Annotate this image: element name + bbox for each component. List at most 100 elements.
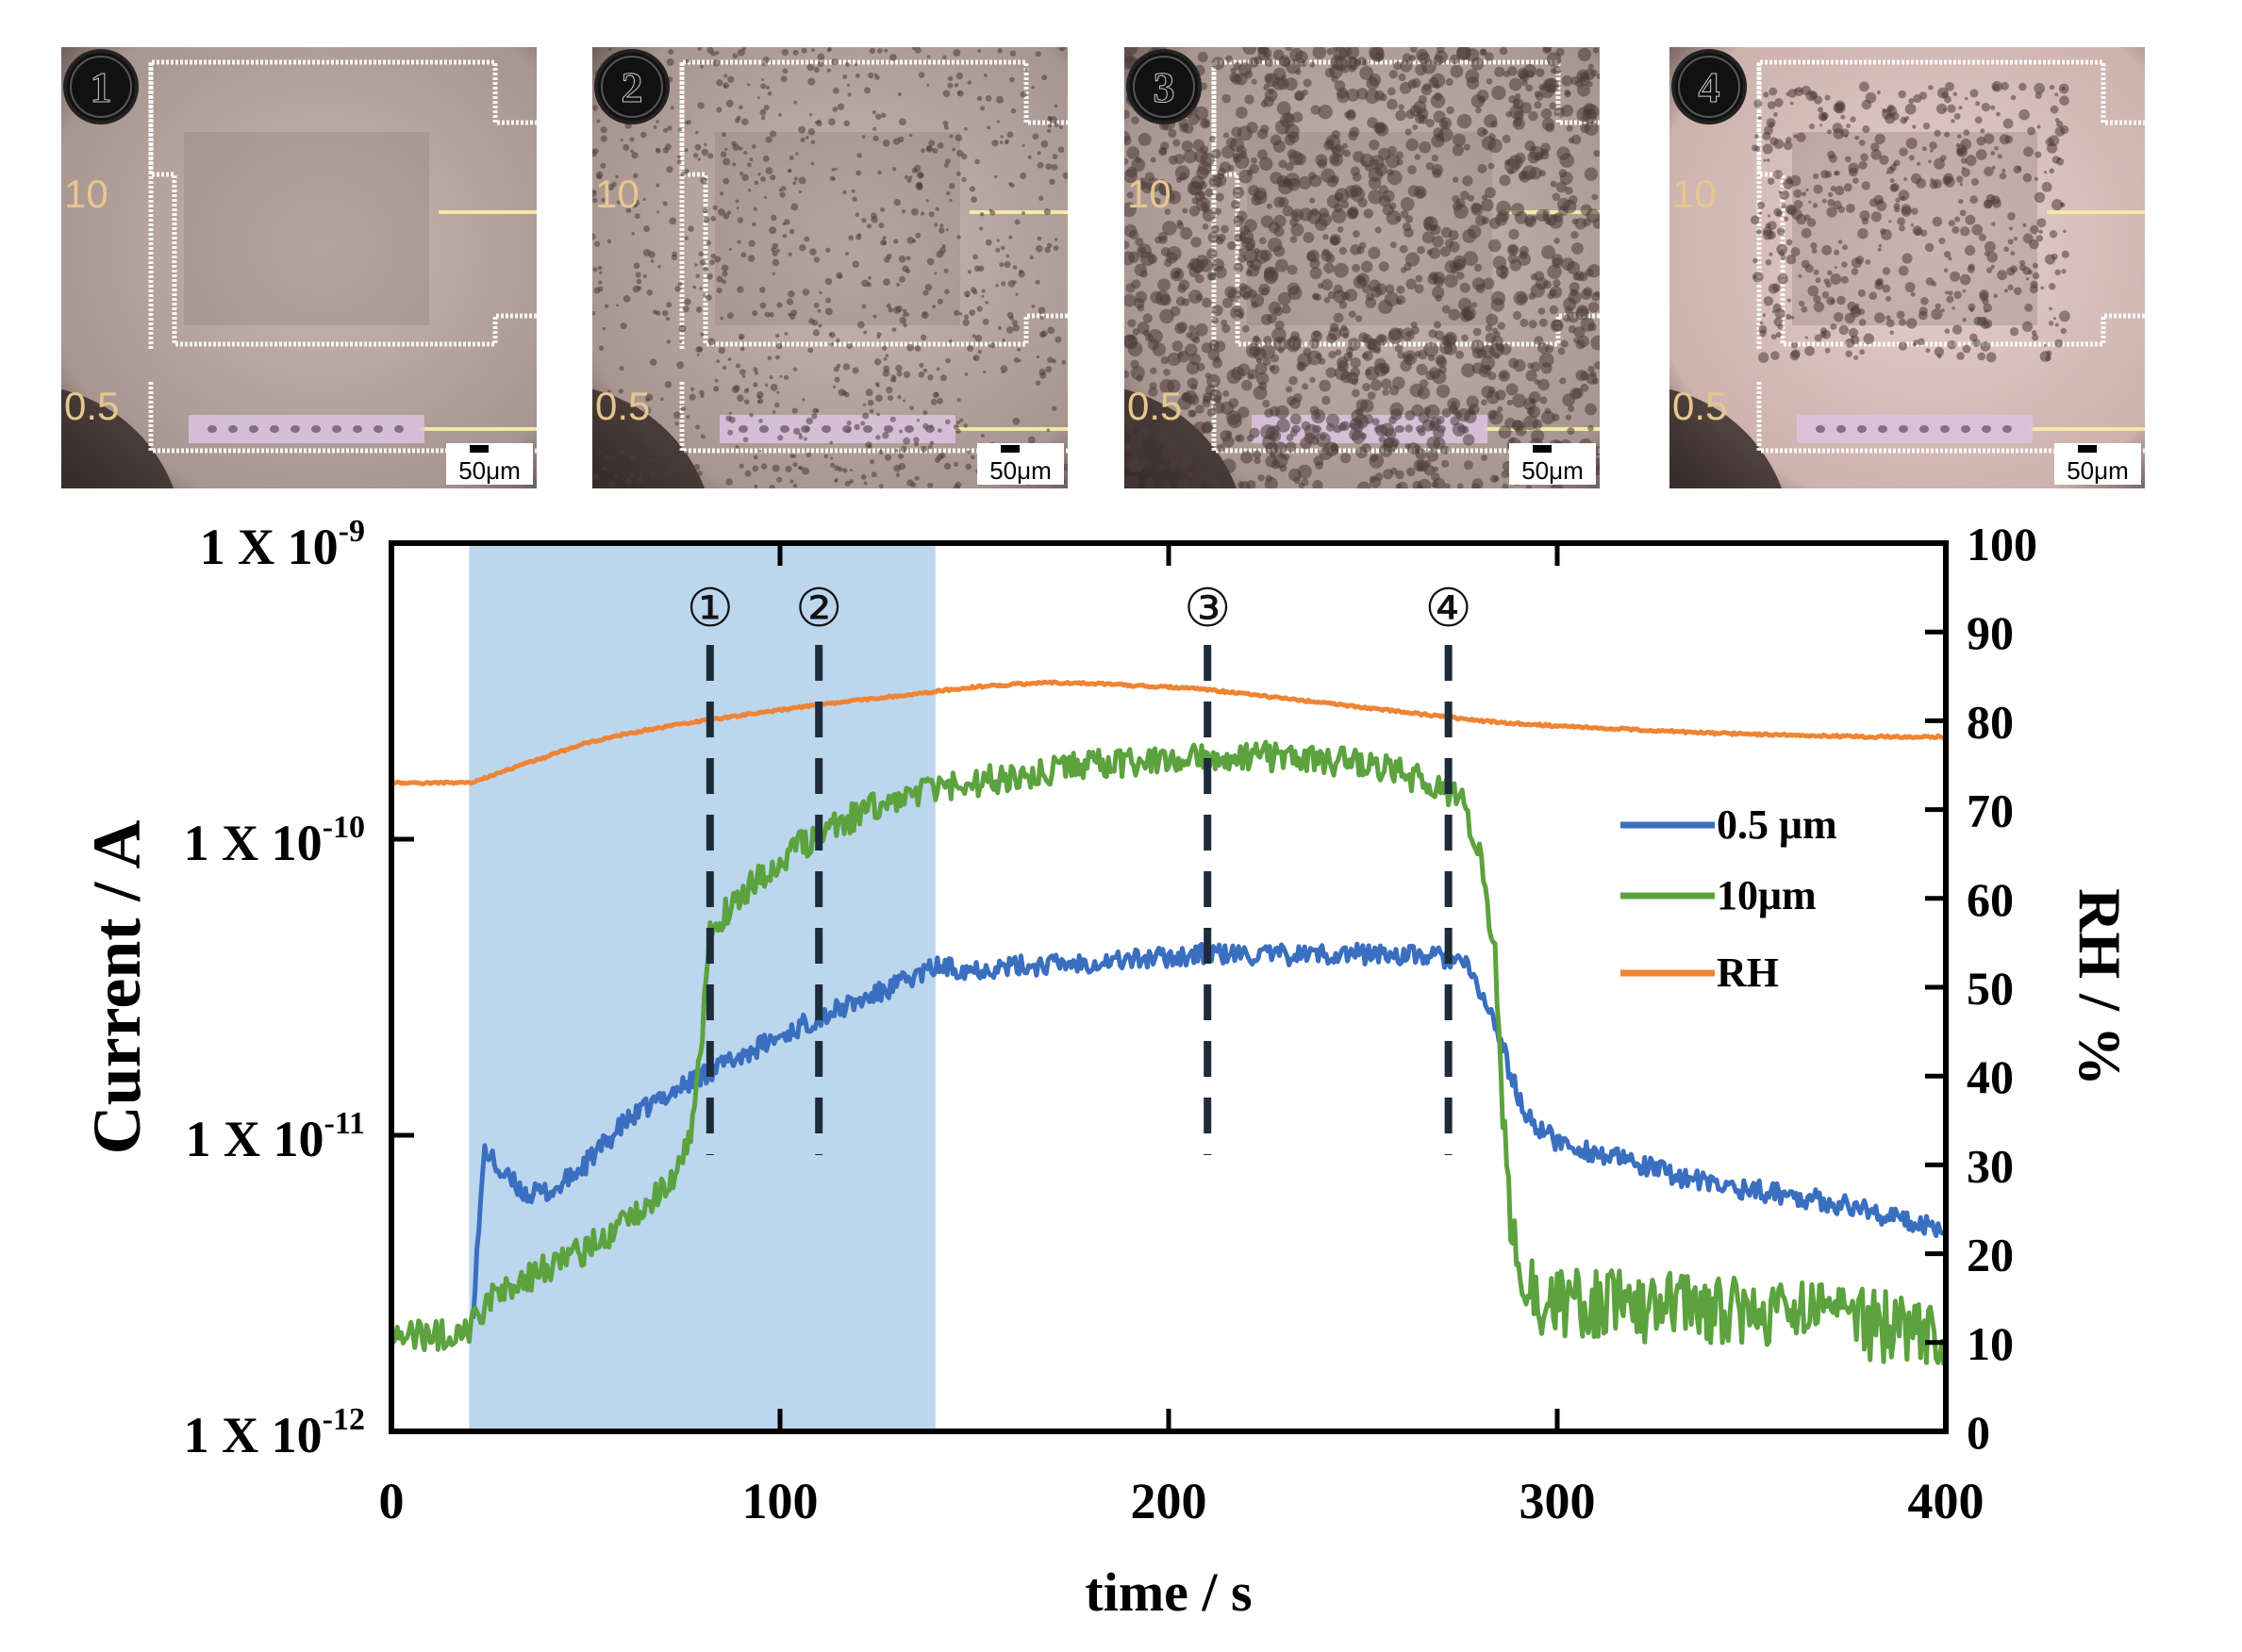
y-right-tick-label: 80 (1967, 695, 2014, 748)
droplet (1400, 59, 1413, 73)
droplet-gap (801, 425, 810, 433)
droplet (666, 339, 672, 344)
droplet (1898, 265, 1909, 276)
droplet (733, 385, 740, 392)
droplet (1148, 387, 1158, 397)
droplet-gap (374, 425, 383, 433)
droplet (692, 153, 699, 158)
droplet (804, 236, 810, 242)
droplet (739, 369, 746, 376)
droplet (656, 210, 660, 214)
droplet (964, 126, 968, 131)
electrode-label-05: 0.5 (64, 384, 119, 428)
droplet (666, 58, 674, 66)
droplet (602, 467, 607, 471)
droplet (906, 237, 915, 244)
droplet (1425, 404, 1440, 420)
droplet (1525, 485, 1532, 488)
droplet (1922, 146, 1927, 152)
marker-circle (1671, 49, 1747, 124)
droplet (1833, 102, 1844, 113)
droplet (1507, 254, 1519, 264)
droplet (647, 457, 653, 463)
electrode-label-05: 0.5 (595, 384, 650, 428)
droplet (1061, 359, 1067, 365)
droplet (1378, 299, 1393, 315)
droplet (1984, 133, 1995, 144)
droplet (2002, 118, 2014, 129)
droplet (1539, 150, 1550, 160)
droplet (1824, 171, 1833, 178)
droplet (1471, 302, 1478, 308)
droplet (1062, 172, 1068, 179)
droplet (1879, 155, 1889, 165)
droplet (954, 461, 959, 467)
droplet (1180, 226, 1193, 240)
droplet (1041, 74, 1048, 81)
droplet (1918, 91, 1928, 100)
droplet (1534, 101, 1542, 109)
droplet (1237, 62, 1253, 76)
droplet (1323, 296, 1331, 304)
droplet (1326, 333, 1337, 344)
droplet (753, 206, 757, 211)
droplet (1945, 81, 1954, 91)
droplet (939, 223, 944, 228)
droplet (1968, 306, 1974, 312)
droplet (1969, 195, 1979, 205)
droplet (1218, 167, 1226, 176)
droplet (1980, 341, 1991, 352)
droplet-gap (1291, 425, 1301, 433)
droplet (1840, 114, 1846, 120)
droplet (1999, 173, 2007, 180)
droplet (1385, 154, 1401, 169)
droplet (1830, 273, 1842, 285)
droplet (1758, 324, 1768, 334)
droplet (737, 286, 744, 293)
droplet (670, 106, 674, 110)
droplet (683, 451, 689, 456)
droplet (697, 346, 704, 353)
droplet (1953, 112, 1961, 120)
droplet (1813, 173, 1819, 179)
droplet (2054, 92, 2059, 97)
droplet (1832, 123, 1843, 134)
droplet (788, 168, 792, 173)
droplet (903, 399, 905, 403)
legend-label-2: RH (1717, 950, 1779, 996)
droplet (1272, 336, 1288, 352)
droplet (1308, 172, 1317, 180)
droplet (642, 273, 647, 279)
electrode-label-10: 10 (1672, 172, 1717, 216)
droplet (872, 314, 877, 319)
droplet (805, 417, 813, 425)
droplet (1221, 323, 1231, 334)
droplet (964, 290, 971, 298)
scale-bar-box (446, 443, 533, 485)
droplet (1233, 62, 1241, 71)
droplet (1842, 244, 1849, 251)
droplet (1847, 301, 1857, 311)
droplet (842, 190, 847, 195)
droplet (1254, 249, 1270, 264)
droplet (1383, 469, 1394, 480)
droplet (1055, 336, 1062, 343)
droplet (1851, 335, 1854, 339)
droplet (943, 124, 949, 130)
droplet (1885, 295, 1891, 302)
droplet (1956, 175, 1964, 183)
droplet (739, 346, 745, 352)
droplet (2059, 310, 2070, 322)
droplet (874, 74, 880, 80)
droplet (1444, 331, 1457, 345)
droplet (1541, 245, 1555, 259)
droplet (927, 482, 934, 488)
droplet (1257, 128, 1269, 140)
droplet (1481, 344, 1496, 359)
droplet (1154, 236, 1162, 244)
droplet (1006, 311, 1014, 319)
droplet (1790, 247, 1801, 256)
droplet (1415, 351, 1421, 357)
droplet (596, 119, 601, 124)
droplet (863, 330, 868, 335)
